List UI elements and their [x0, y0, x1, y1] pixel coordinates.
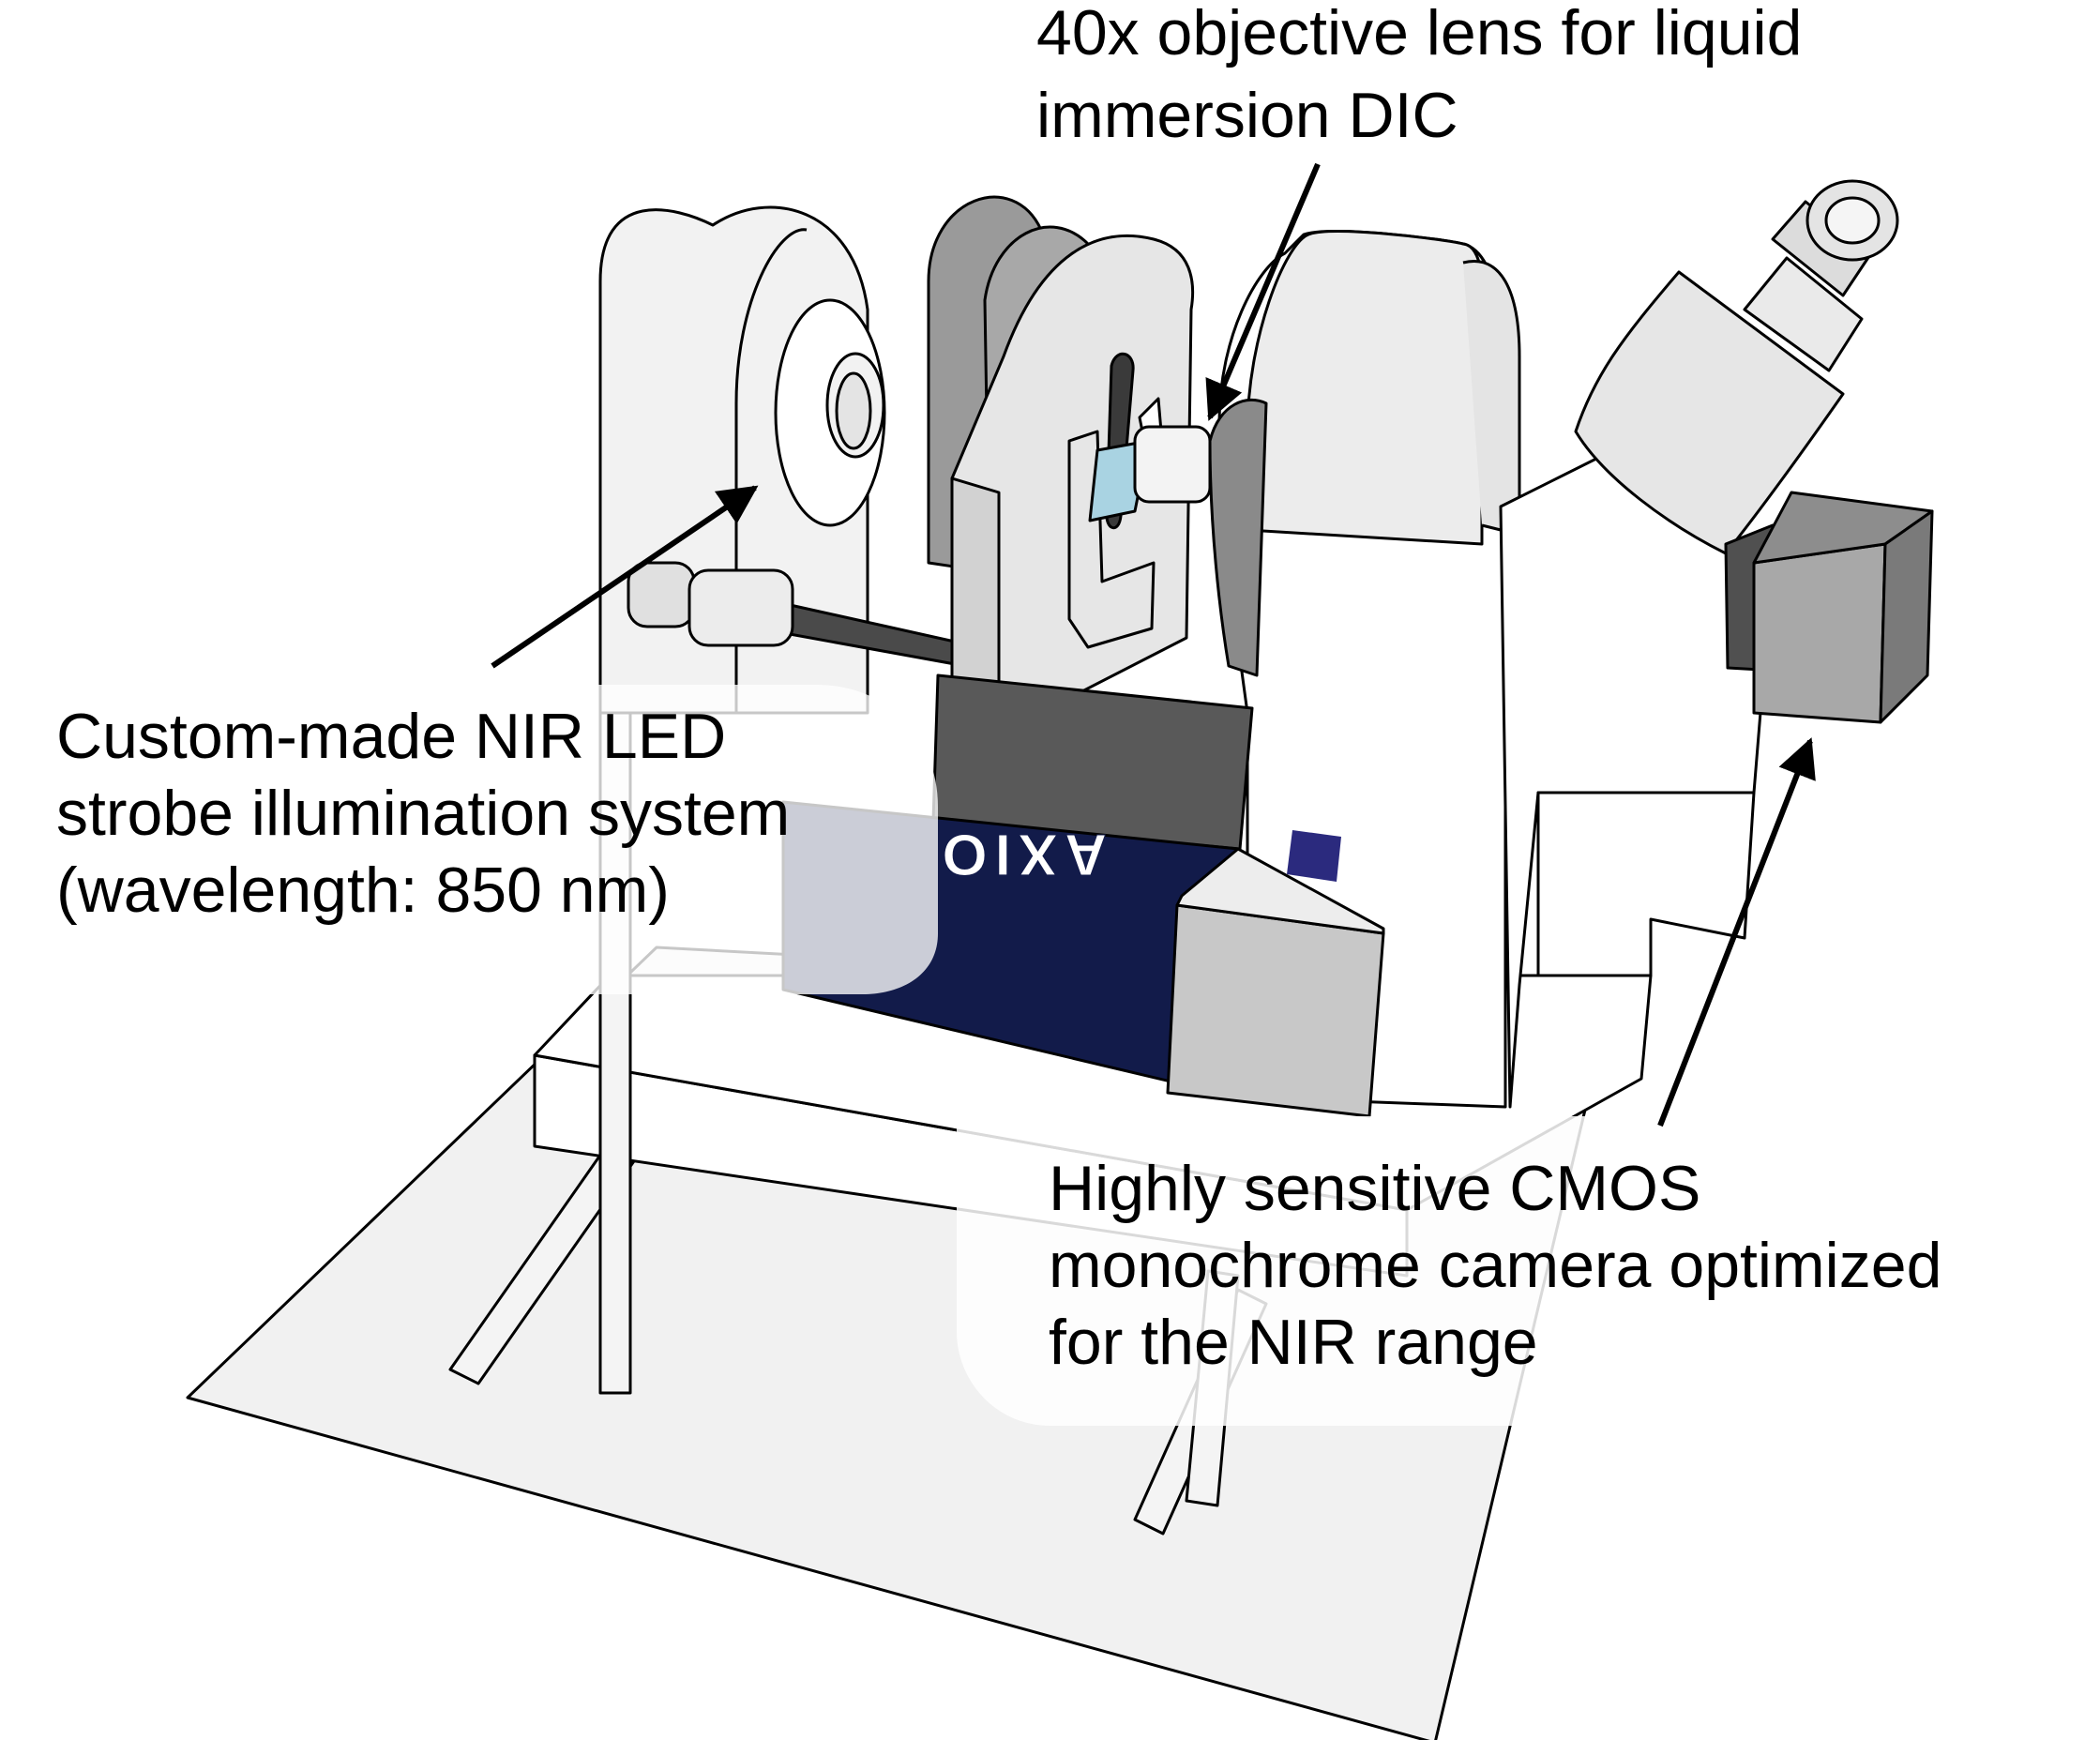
led-connector-2	[687, 568, 794, 647]
illumination-tower-side	[734, 228, 808, 713]
camera-callout-line3: for the NIR range	[1049, 1307, 1538, 1378]
led-callout-line1: Custom-made NIR LED	[56, 701, 726, 772]
camera-callout-line2: monochrome camera optimized	[1049, 1230, 1941, 1301]
nosepiece	[1208, 398, 1268, 677]
front-housing-top	[1175, 847, 1385, 935]
logo-mark	[1287, 830, 1341, 882]
objective-callout-arrow	[1205, 162, 1321, 421]
rear-turret	[1462, 260, 1521, 537]
eyepiece-collar	[1743, 256, 1864, 372]
front-housing-panel	[1166, 903, 1385, 1118]
lamp-housing-ring-core	[835, 371, 872, 450]
eyepiece-tube	[1574, 270, 1845, 555]
led-callout-line2: strobe illumination system	[56, 778, 790, 849]
camera-body-front	[1752, 542, 1887, 724]
led-connector	[627, 561, 696, 628]
objective-callout-line2: immersion DIC	[1036, 80, 1458, 151]
camera-label-backdrop	[957, 1116, 2100, 1426]
led-callout-line3: (wavelength: 850 nm)	[56, 855, 670, 926]
eyepiece-lens	[1824, 196, 1881, 245]
brand-text: AXIO	[934, 822, 1107, 886]
objective-callout-line1: 40x objective lens for liquid	[1036, 0, 1802, 68]
camera-callout-line1: Highly sensitive CMOS	[1049, 1153, 1700, 1224]
objective-lens	[1133, 425, 1212, 504]
camera-body-side	[1879, 509, 1934, 724]
camera-callout-arrow	[1657, 737, 1816, 1127]
right-body-step	[1536, 791, 1756, 977]
led-callout-arrow	[491, 485, 759, 669]
microscope-arm-column	[1246, 230, 1486, 546]
led-label-backdrop	[38, 685, 938, 994]
